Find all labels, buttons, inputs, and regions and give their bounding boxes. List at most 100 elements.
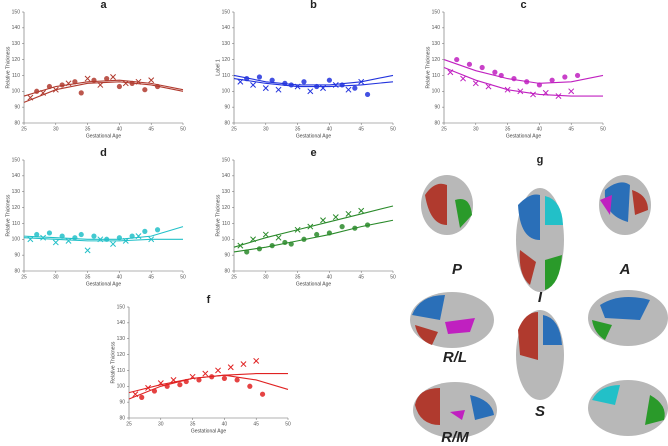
data-point <box>104 76 110 82</box>
x-tick-label: 45 <box>358 126 364 132</box>
x-tick-label: 50 <box>390 274 396 280</box>
x-tick-label: 40 <box>222 421 228 427</box>
data-point <box>247 383 253 389</box>
y-tick-label: 100 <box>432 89 441 95</box>
y-tick-label: 110 <box>12 221 20 227</box>
y-tick-label: 150 <box>222 9 231 15</box>
y-tick-label: 130 <box>222 189 231 195</box>
y-tick-label: 80 <box>14 120 20 126</box>
region <box>543 315 562 345</box>
region <box>470 395 494 420</box>
y-tick-label: 140 <box>117 320 126 326</box>
fit-line <box>23 79 184 97</box>
x-tick-label: 35 <box>505 126 511 132</box>
y-tick-label: 90 <box>224 104 230 110</box>
data-point <box>492 69 498 75</box>
data-point <box>234 377 240 383</box>
fit-line <box>23 237 183 242</box>
data-point <box>250 81 257 88</box>
data-point <box>253 357 260 364</box>
y-tick-label: 100 <box>222 237 231 243</box>
y-tick-label: 120 <box>117 352 126 358</box>
data-point <box>275 86 282 93</box>
region <box>645 395 665 425</box>
x-tick-label: 35 <box>85 126 91 132</box>
y-axis-label: Relative Thickness <box>5 194 11 236</box>
view-label: R/L <box>443 349 467 366</box>
data-point <box>345 86 352 93</box>
x-tick-label: 40 <box>327 126 333 132</box>
y-tick-label: 120 <box>222 205 231 211</box>
x-tick-label: 40 <box>537 126 543 132</box>
x-tick-label: 30 <box>263 274 269 280</box>
x-axis-label: Gestational Age <box>506 133 542 139</box>
y-tick-label: 100 <box>117 384 126 390</box>
x-tick-label: 45 <box>358 274 364 280</box>
data-point <box>262 85 269 92</box>
x-tick-label: 40 <box>117 126 123 132</box>
y-axis-label: Label 1 <box>215 59 221 76</box>
y-axis-label: Relative Thickness <box>425 46 431 88</box>
y-tick-label: 90 <box>14 104 20 110</box>
region <box>518 194 540 240</box>
x-tick-label: 50 <box>390 126 396 132</box>
x-axis-label: Gestational Age <box>191 428 227 434</box>
chart-panel: b 25 30 35 40 45 50 80 90 100 110 120 130 140 150 Gesta… <box>215 0 396 139</box>
y-tick-label: 120 <box>12 57 21 63</box>
y-tick-label: 140 <box>12 173 21 179</box>
data-point <box>460 75 467 82</box>
chart-panel: a 25 30 35 40 45 50 80 90 100 110 120 130 140 150 Gesta… <box>5 0 186 139</box>
x-tick-label: 35 <box>190 421 196 427</box>
y-tick-label: 80 <box>224 120 230 126</box>
data-point <box>52 239 59 246</box>
region <box>519 250 536 285</box>
data-point <box>91 233 97 239</box>
x-tick-label: 25 <box>231 274 237 280</box>
view-label: R/M <box>441 429 469 446</box>
y-tick-label: 80 <box>119 415 125 421</box>
y-tick-label: 110 <box>117 368 125 374</box>
data-point <box>320 217 326 224</box>
fit-line <box>23 226 184 240</box>
fit-line <box>443 66 603 97</box>
region <box>518 312 538 360</box>
region <box>415 388 440 425</box>
x-tick-label: 25 <box>21 274 27 280</box>
y-tick-label: 150 <box>432 9 441 15</box>
fit-line <box>233 74 394 86</box>
data-point <box>269 77 275 83</box>
data-point <box>555 93 562 99</box>
y-tick-label: 100 <box>12 237 21 243</box>
data-point <box>314 231 320 238</box>
chart-title: f <box>207 294 211 306</box>
fit-line <box>233 219 394 253</box>
x-tick-label: 25 <box>126 421 132 427</box>
data-point <box>568 88 575 95</box>
data-point <box>139 394 145 400</box>
y-axis-label: Relative Thickness <box>110 341 116 383</box>
y-tick-label: 130 <box>117 336 126 342</box>
x-tick-label: 30 <box>53 126 59 132</box>
y-tick-label: 150 <box>12 9 21 15</box>
data-point <box>84 75 91 82</box>
y-tick-label: 90 <box>434 104 440 110</box>
data-point <box>530 91 536 98</box>
x-tick-label: 25 <box>21 126 27 132</box>
view-label: I <box>538 289 543 306</box>
y-tick-label: 130 <box>12 41 21 47</box>
x-tick-label: 45 <box>148 274 154 280</box>
region <box>425 183 447 225</box>
x-tick-label: 35 <box>295 274 301 280</box>
data-point <box>259 391 266 397</box>
data-point <box>215 367 221 374</box>
region <box>600 296 650 320</box>
brain-panel: g P I A R/L S R/M <box>410 154 668 446</box>
data-point <box>110 74 116 80</box>
data-point <box>202 370 209 377</box>
chart-panel: c 25 30 35 40 45 50 80 90 100 110 120 130 140 150 Gesta… <box>425 0 606 139</box>
x-tick-label: 30 <box>158 421 164 427</box>
y-tick-label: 140 <box>222 173 231 179</box>
y-tick-label: 140 <box>12 25 21 31</box>
region <box>592 320 612 340</box>
